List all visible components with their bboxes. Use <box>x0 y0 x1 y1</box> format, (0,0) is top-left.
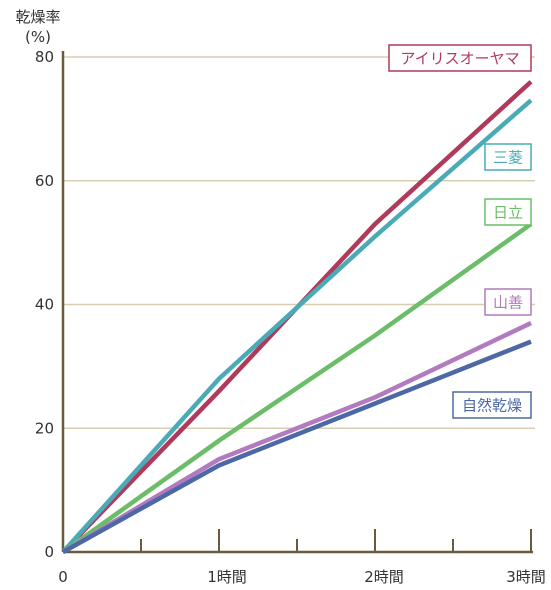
legend-label-2: 日立 <box>493 204 523 222</box>
y-tick-label-40: 40 <box>35 296 54 314</box>
legend-item-3: 山善 <box>484 288 532 316</box>
legend-item-0: アイリスオーヤマ <box>388 44 532 72</box>
series-lines <box>61 80 533 554</box>
axes <box>61 51 533 554</box>
series-line-4 <box>61 339 532 554</box>
legend-label-4: 自然乾燥 <box>462 397 522 415</box>
legend-box-4 <box>452 391 532 419</box>
legend-box-2 <box>484 198 532 226</box>
y-tick-label-0: 0 <box>44 543 54 561</box>
legend-item-4: 自然乾燥 <box>452 391 532 419</box>
axis-labels: 0 20 40 60 80 0 1時間 2時間 3時間 乾燥率 (%) <box>15 8 545 586</box>
grid-lines <box>63 56 535 429</box>
x-tick-label-0: 0 <box>58 568 68 586</box>
legend-box-3 <box>484 288 532 316</box>
legend-box-0 <box>388 44 532 72</box>
legend-label-1: 三菱 <box>493 149 523 167</box>
x-tick-label-2: 2時間 <box>364 568 404 586</box>
y-tick-label-20: 20 <box>35 419 54 437</box>
legend-label-3: 山善 <box>493 294 523 312</box>
legend-item-1: 三菱 <box>484 143 532 171</box>
legend-box-1 <box>484 143 532 171</box>
x-tick-label-1: 1時間 <box>207 568 247 586</box>
series-line-0 <box>61 80 533 554</box>
y-axis-label: 乾燥率 <box>15 8 60 26</box>
y-axis-unit-label: (%) <box>25 28 51 46</box>
series-line-2 <box>61 222 533 554</box>
y-tick-label-60: 60 <box>35 172 54 190</box>
series-line-1 <box>61 98 533 554</box>
x-tick-label-3: 3時間 <box>506 568 546 586</box>
legend-item-2: 日立 <box>484 198 532 226</box>
y-tick-label-80: 80 <box>35 48 54 66</box>
series-line-3 <box>61 321 532 554</box>
legend-label-0: アイリスオーヤマ <box>400 50 519 68</box>
